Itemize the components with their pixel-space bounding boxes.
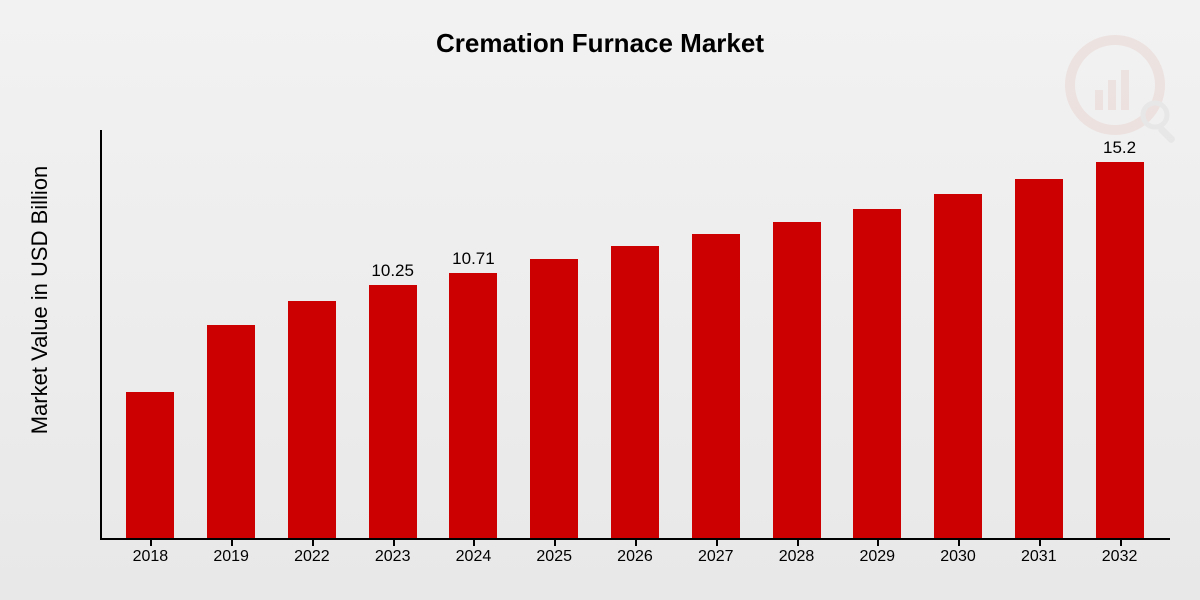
x-tick-label: 2023	[375, 548, 411, 566]
bar-group: 2018	[110, 130, 191, 538]
x-tick-label: 2032	[1102, 548, 1138, 566]
x-tick-mark	[1039, 540, 1041, 546]
bar-group: 2027	[675, 130, 756, 538]
x-tick-mark	[393, 540, 395, 546]
bar	[853, 209, 901, 538]
x-tick-label: 2024	[456, 548, 492, 566]
x-tick-label: 2027	[698, 548, 734, 566]
bar	[773, 222, 821, 539]
x-tick-mark	[797, 540, 799, 546]
x-tick-mark	[635, 540, 637, 546]
x-tick-label: 2028	[779, 548, 815, 566]
x-tick-label: 2019	[213, 548, 249, 566]
bar-group: 10.252023	[352, 130, 433, 538]
x-tick-mark	[1120, 540, 1122, 546]
bar	[1015, 179, 1063, 538]
bar-group: 2028	[756, 130, 837, 538]
x-tick-label: 2029	[859, 548, 895, 566]
bar	[692, 234, 740, 538]
bar-group: 2026	[595, 130, 676, 538]
x-tick-mark	[554, 540, 556, 546]
bar-value-label: 15.2	[1103, 138, 1136, 158]
bar-group: 15.22032	[1079, 130, 1160, 538]
chart-title: Cremation Furnace Market	[0, 28, 1200, 59]
bar-group: 2030	[918, 130, 999, 538]
x-tick-label: 2025	[536, 548, 572, 566]
bar-value-label: 10.71	[452, 249, 495, 269]
x-tick-mark	[958, 540, 960, 546]
x-tick-mark	[716, 540, 718, 546]
x-tick-mark	[877, 540, 879, 546]
x-tick-label: 2031	[1021, 548, 1057, 566]
bar	[934, 194, 982, 538]
x-tick-mark	[473, 540, 475, 546]
bar-group: 2029	[837, 130, 918, 538]
x-tick-mark	[312, 540, 314, 546]
bar-value-label: 10.25	[371, 261, 414, 281]
x-tick-label: 2030	[940, 548, 976, 566]
bar-group: 10.712024	[433, 130, 514, 538]
x-tick-mark	[231, 540, 233, 546]
bar	[207, 325, 255, 538]
bar-group: 2031	[998, 130, 1079, 538]
bar	[449, 273, 497, 538]
bar	[369, 285, 417, 538]
bar	[288, 301, 336, 538]
y-axis-line	[100, 130, 102, 540]
bar-group: 2019	[191, 130, 272, 538]
x-tick-mark	[150, 540, 152, 546]
x-tick-label: 2018	[133, 548, 169, 566]
bars-container: 20182019202210.25202310.7120242025202620…	[110, 130, 1160, 538]
bar	[530, 259, 578, 538]
bar	[126, 392, 174, 538]
x-tick-label: 2022	[294, 548, 330, 566]
x-tick-label: 2026	[617, 548, 653, 566]
bar	[1096, 162, 1144, 538]
bar-group: 2022	[272, 130, 353, 538]
bar-group: 2025	[514, 130, 595, 538]
bar	[611, 246, 659, 538]
y-axis-label: Market Value in USD Billion	[27, 166, 53, 435]
plot-area: 20182019202210.25202310.7120242025202620…	[100, 130, 1170, 540]
